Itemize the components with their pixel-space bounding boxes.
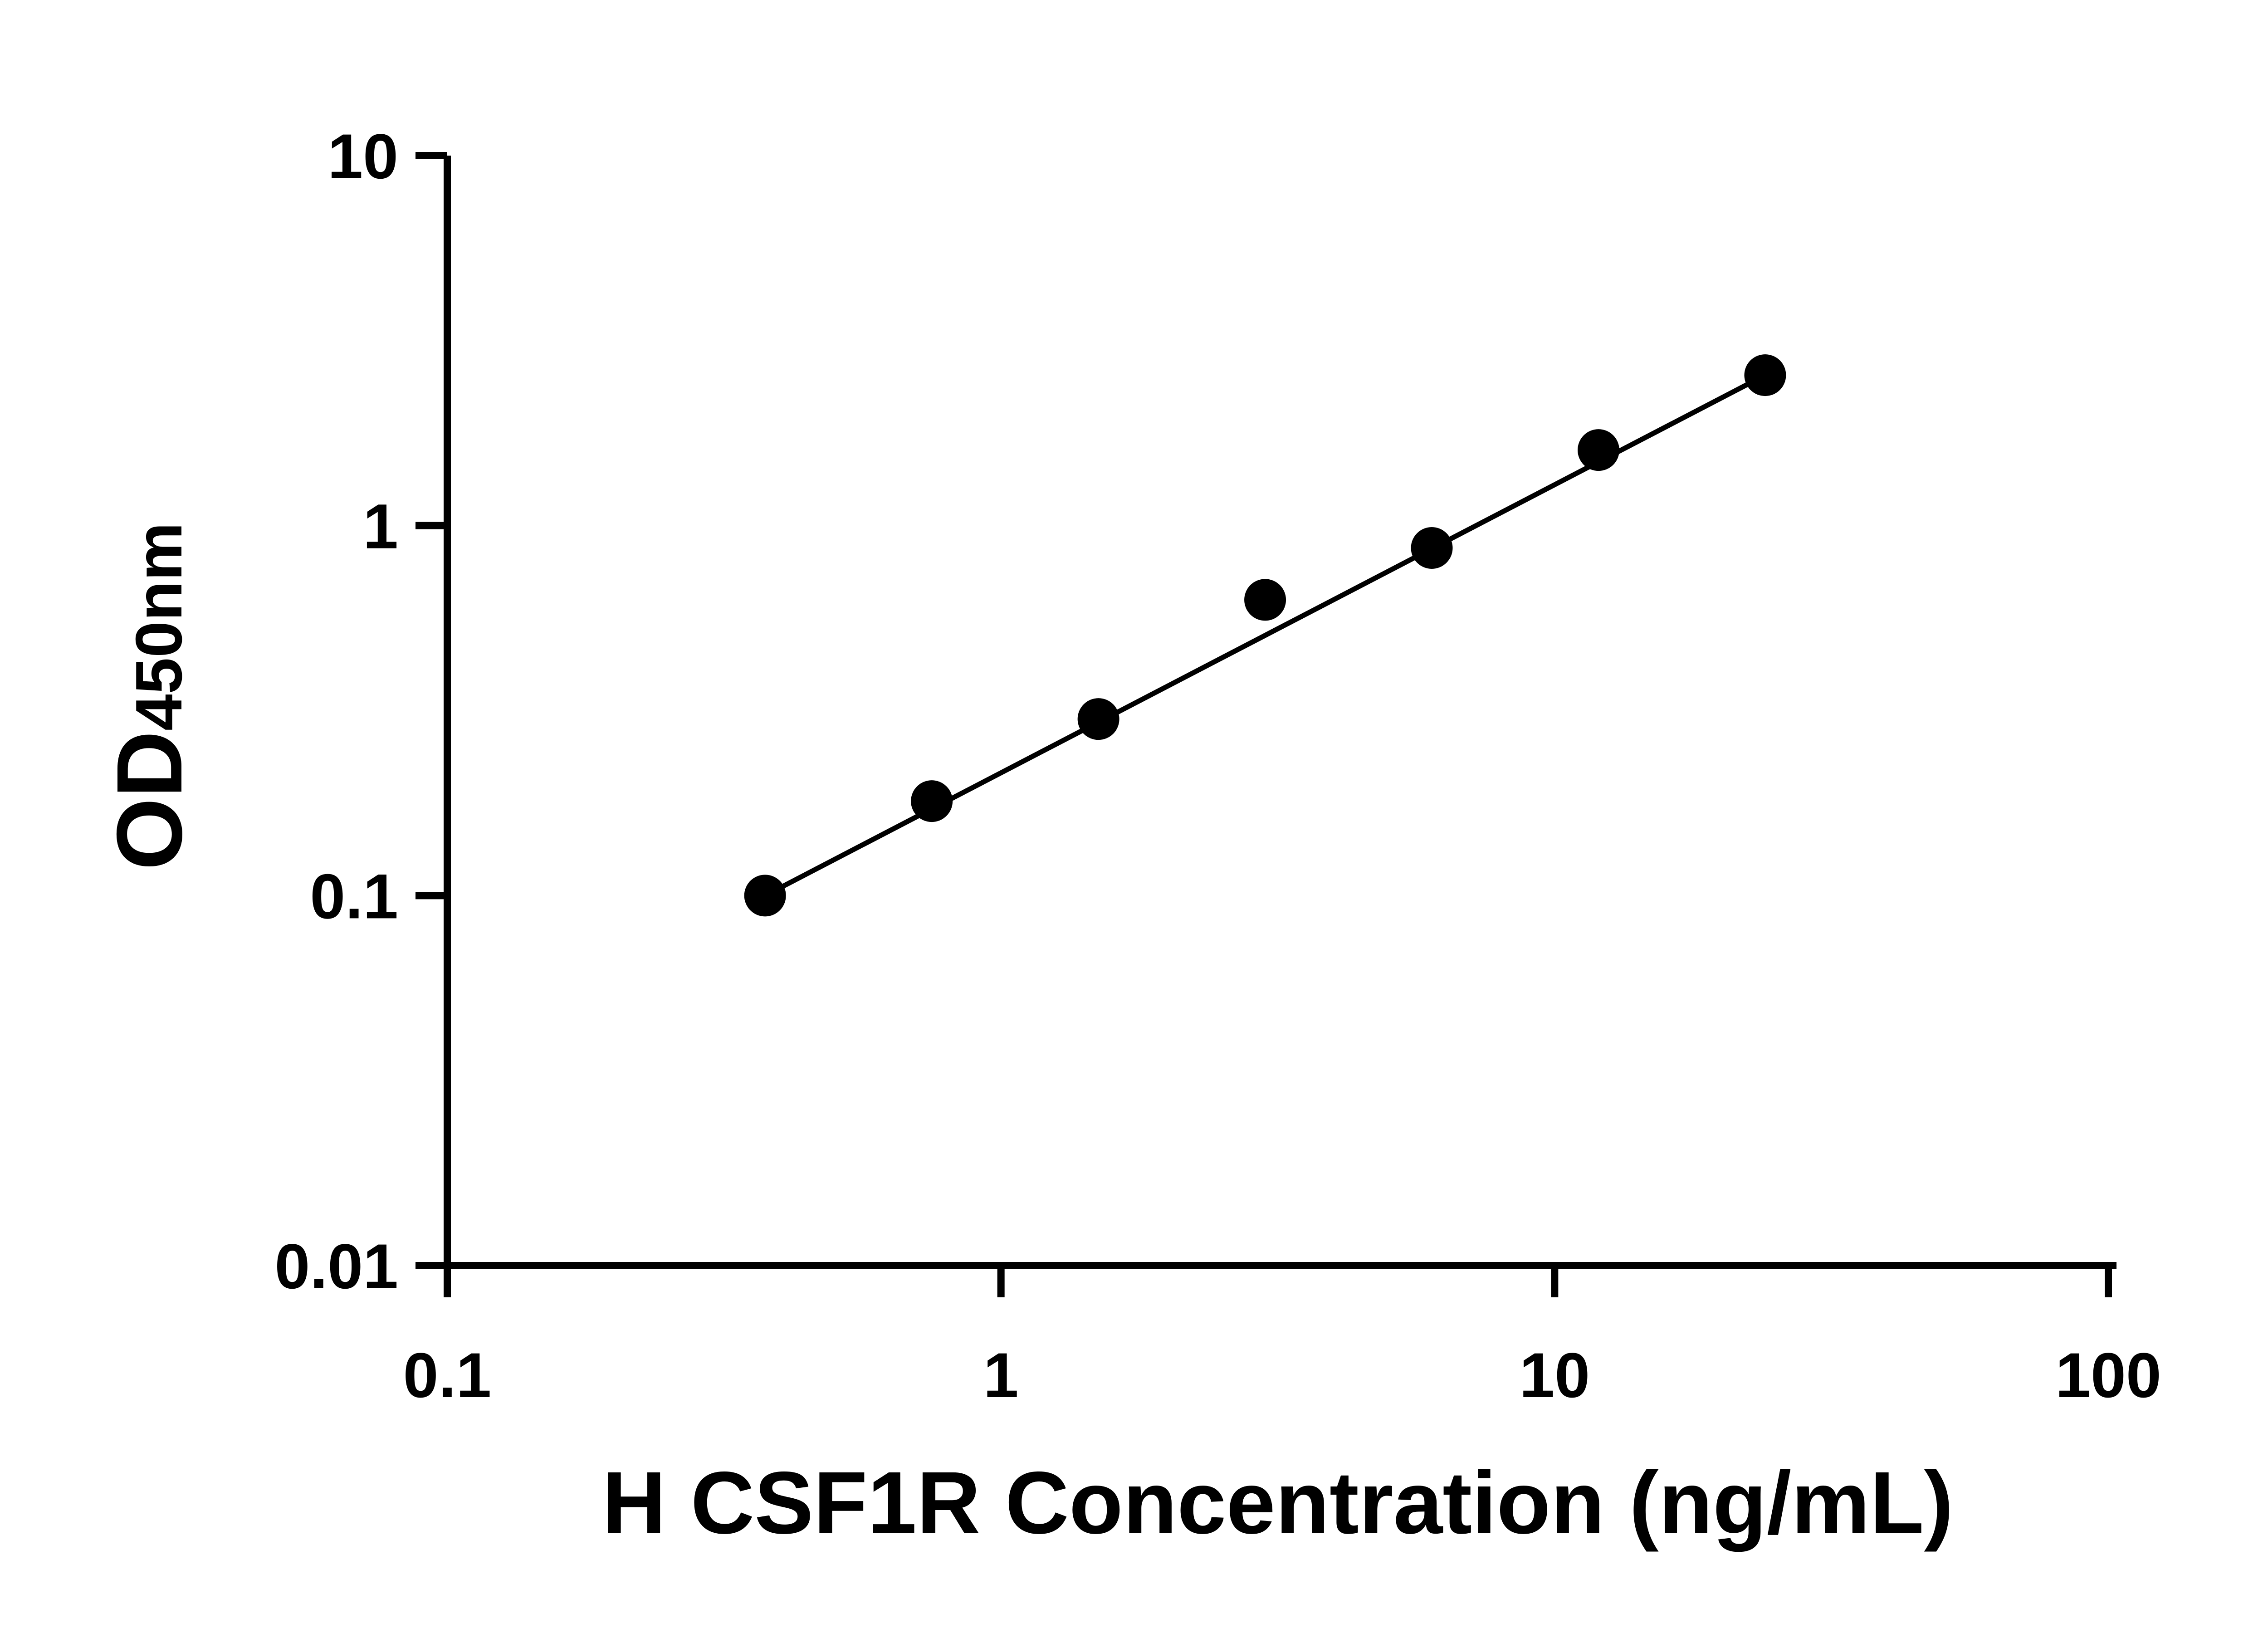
y-tick-label: 10 (327, 121, 398, 192)
y-tick-label: 0.1 (310, 861, 398, 932)
x-tick-label: 1 (983, 1340, 1019, 1411)
x-tick-label: 0.1 (403, 1340, 492, 1411)
y-tick-label: 0.01 (275, 1231, 398, 1302)
y-axis-title: OD450nm (98, 523, 201, 870)
series-layer (744, 354, 1786, 917)
y-axis-title-main: OD (98, 731, 201, 870)
x-axis-title: H CSF1R Concentration (ng/mL) (602, 1453, 1953, 1552)
data-point-marker (1244, 579, 1286, 621)
data-point-marker (744, 875, 786, 917)
data-point-marker (911, 780, 953, 822)
data-point-marker (1411, 527, 1453, 569)
y-tick-label: 1 (363, 491, 398, 562)
x-tick-label: 100 (2055, 1340, 2161, 1411)
x-tick-label: 10 (1519, 1340, 1590, 1411)
data-point-marker (1077, 698, 1119, 740)
y-axis-title-subscript: 450nm (122, 523, 196, 731)
data-point-marker (1577, 429, 1619, 471)
data-point-marker (1744, 354, 1786, 396)
